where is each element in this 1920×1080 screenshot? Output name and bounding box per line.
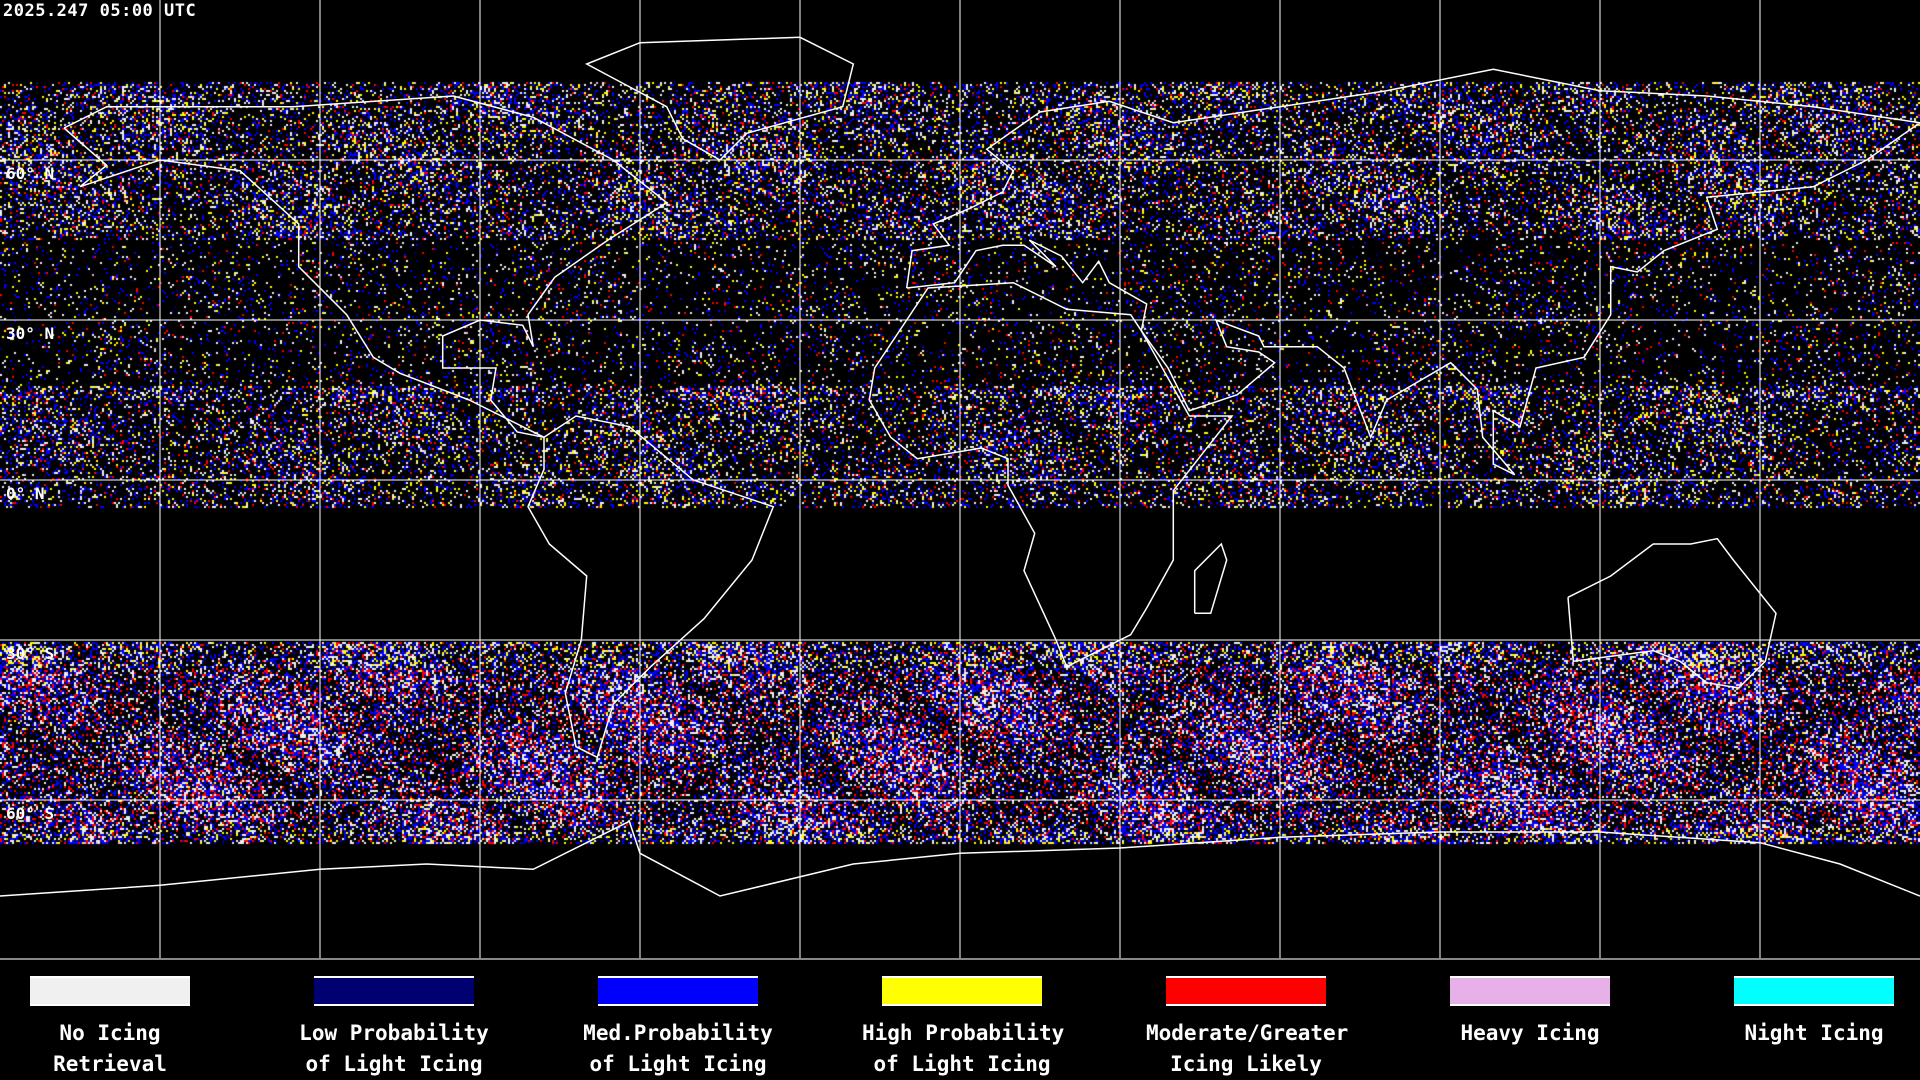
lat-label-30n: 30° N (6, 324, 55, 343)
map-divider (0, 958, 1920, 960)
icing-map (0, 0, 1920, 958)
timestamp-title: 2025.247 05:00 UTC (3, 1, 197, 21)
legend-label: Retrieval (53, 1052, 167, 1076)
legend: No Icing Retrieval Low Probability of Ligh… (0, 976, 1920, 1080)
legend-label: No Icing (59, 1021, 161, 1045)
legend-label: of Light Icing (873, 1052, 1051, 1076)
legend-swatch (1450, 976, 1610, 1006)
legend-swatch (882, 976, 1042, 1006)
legend-item-high-prob: High Probability of Light Icing (862, 976, 1065, 1080)
legend-label: Heavy Icing (1460, 1021, 1600, 1045)
legend-label: of Light Icing (589, 1052, 767, 1076)
legend-item-low-prob: Low Probability of Light Icing (294, 976, 494, 1080)
legend-swatch (30, 976, 190, 1006)
legend-item-no-icing: No Icing Retrieval (10, 976, 210, 1080)
legend-label: Low Probability (299, 1021, 489, 1045)
coastline-greenland (584, 36, 855, 161)
lat-label-0n: 0° N (6, 484, 45, 503)
legend-item-night: Night Icing (1714, 976, 1914, 1049)
map-overlay (0, 0, 1920, 958)
coastline-antarctica (0, 820, 1920, 897)
legend-swatch (598, 976, 758, 1006)
legend-item-med-prob: Med.Probability of Light Icing (578, 976, 778, 1080)
legend-label: Night Icing (1744, 1021, 1884, 1045)
lat-label-60n: 60° N (6, 164, 55, 183)
coastline-madagascar (1193, 542, 1228, 615)
legend-label: Icing Likely (1170, 1052, 1322, 1076)
coastline-australia (1567, 537, 1777, 689)
coastline-north-america (63, 95, 668, 439)
legend-label: Moderate/Greater (1146, 1021, 1349, 1045)
coastline-africa (868, 281, 1234, 668)
legend-swatch (314, 976, 474, 1006)
coastline-eurasia (905, 68, 1920, 476)
legend-item-heavy: Heavy Icing (1430, 976, 1630, 1049)
legend-label: High Probability (862, 1021, 1065, 1045)
legend-swatch (1166, 976, 1326, 1006)
lat-label-30s: 30° S (6, 644, 55, 663)
legend-label: Med.Probability (583, 1021, 773, 1045)
legend-swatch (1734, 976, 1894, 1006)
coastline-south-america (527, 415, 775, 759)
legend-label: of Light Icing (305, 1052, 483, 1076)
lat-label-60s: 60° S (6, 804, 55, 823)
legend-item-moderate: Moderate/Greater Icing Likely (1146, 976, 1349, 1080)
